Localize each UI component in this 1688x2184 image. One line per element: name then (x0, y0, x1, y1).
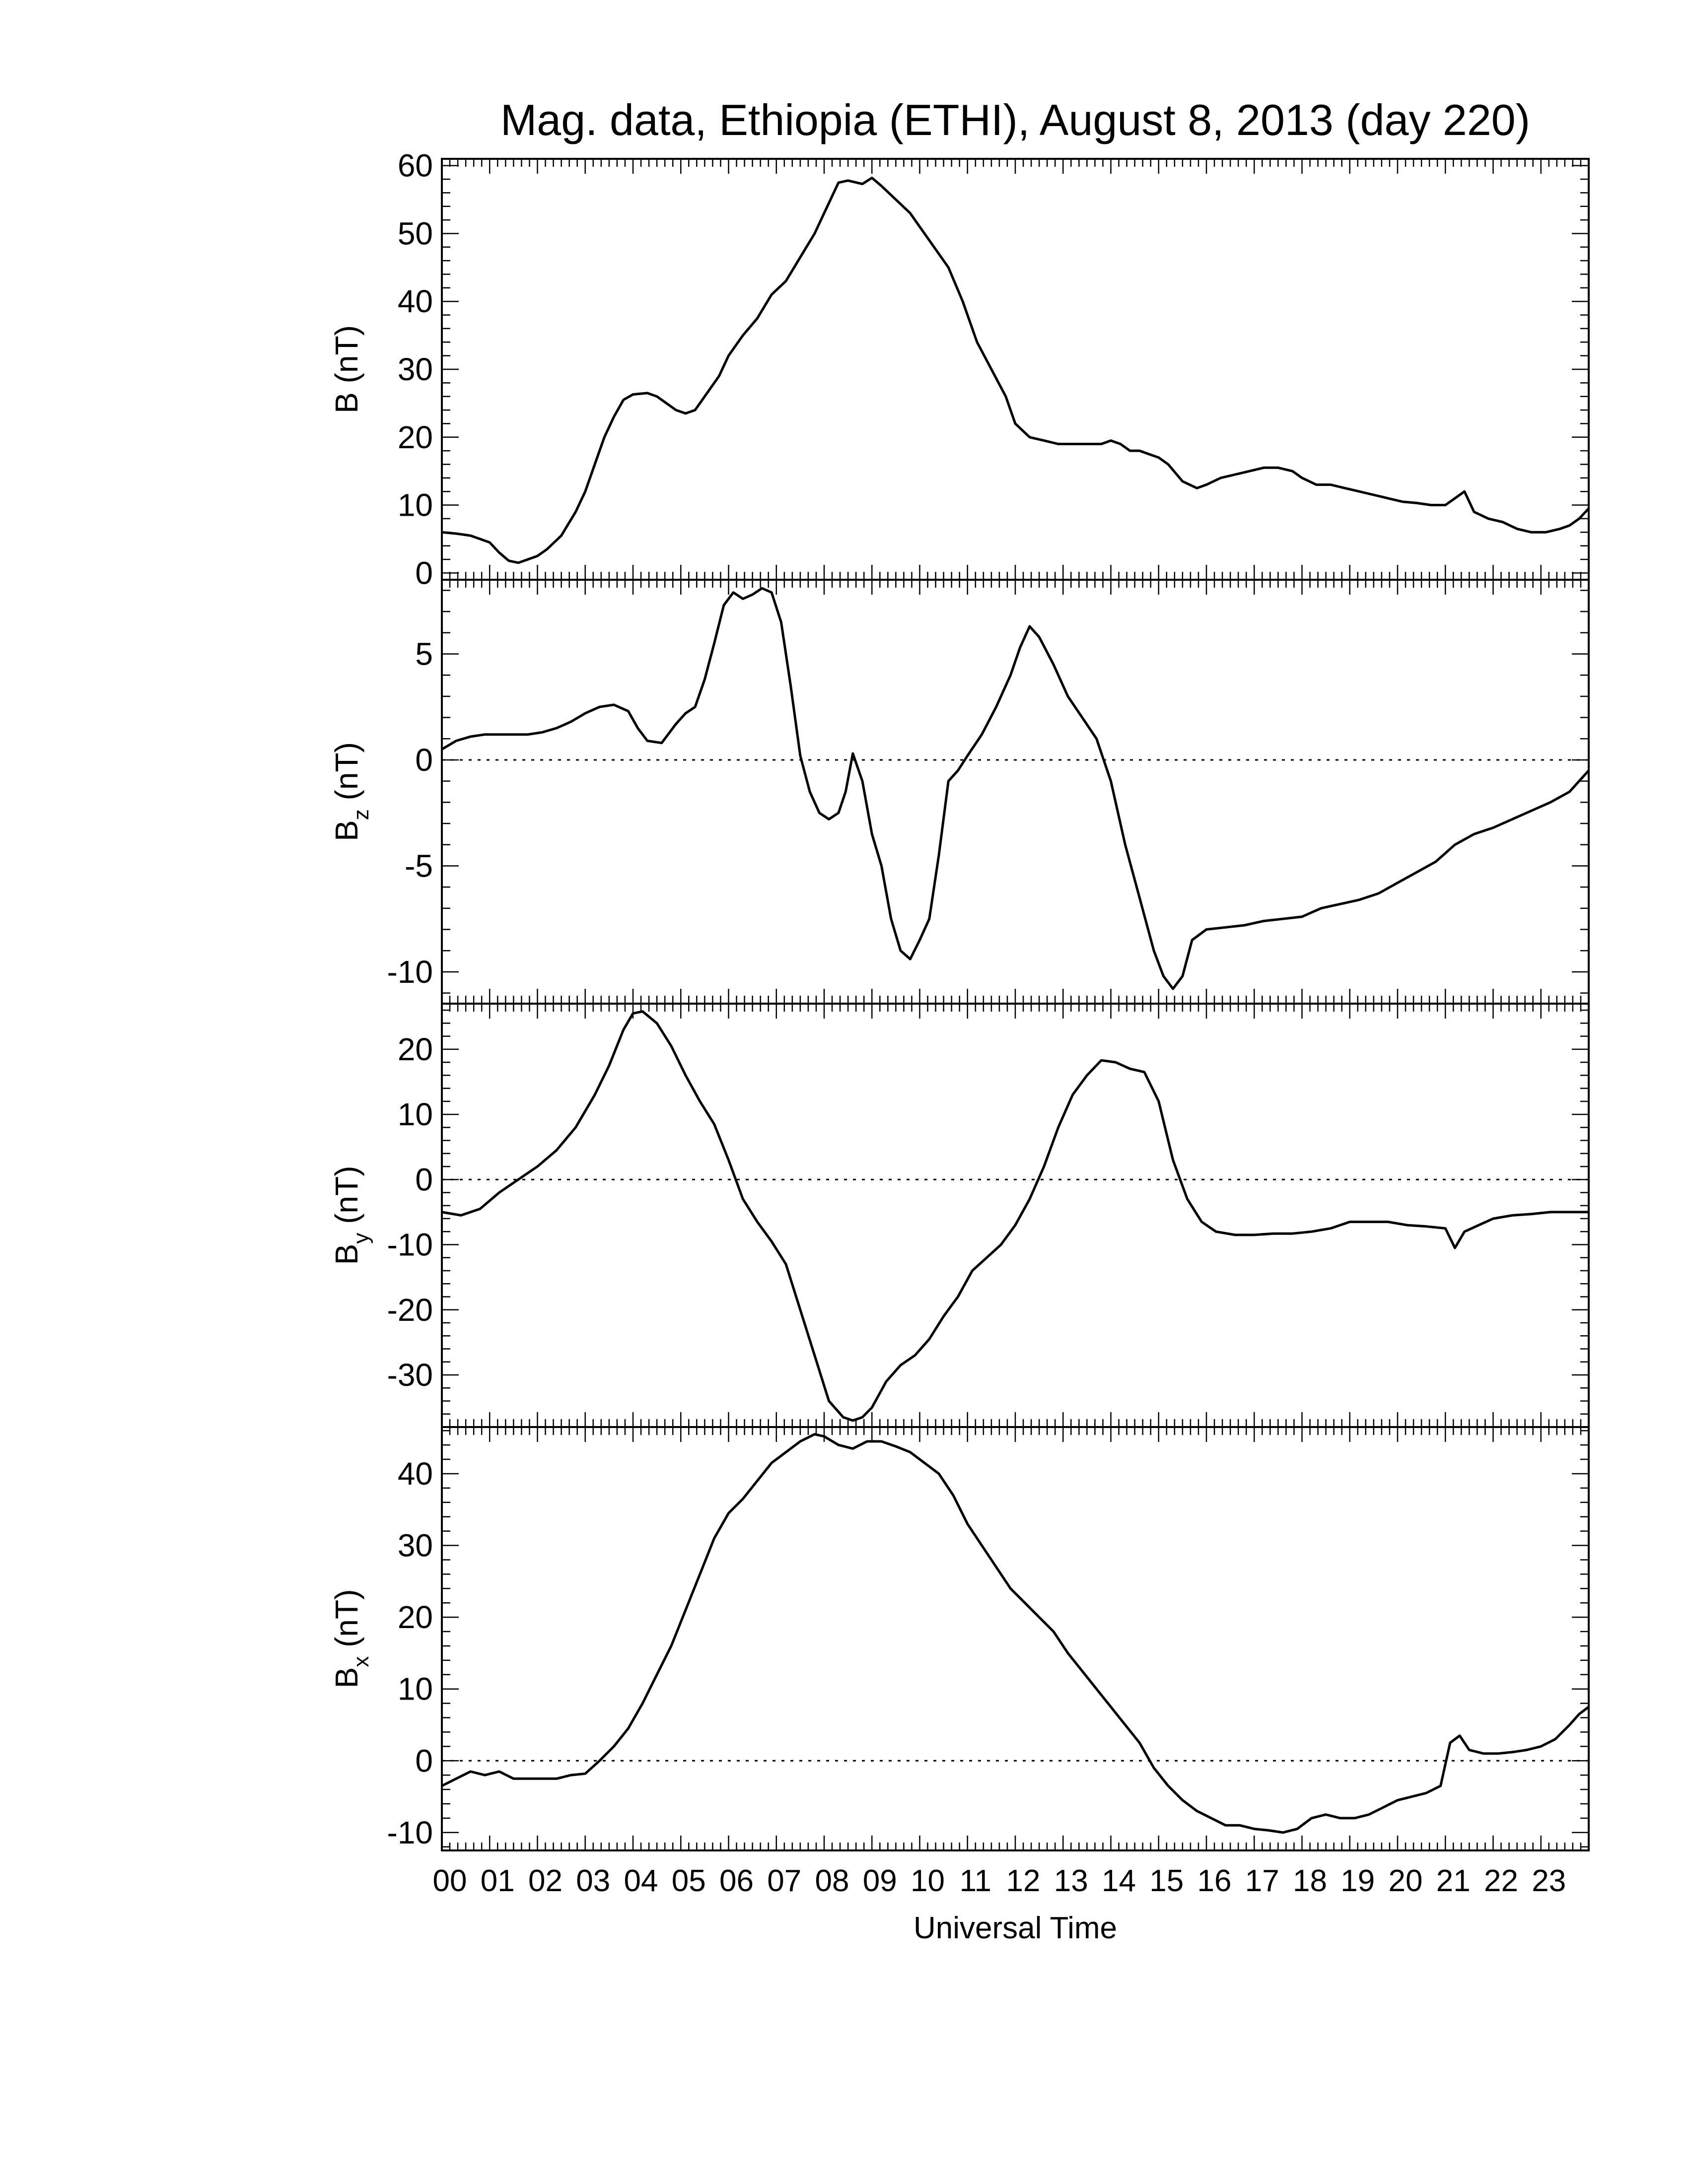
x-axis-label: Universal Time (914, 1911, 1117, 1945)
series-line-bx (441, 1433, 1590, 1834)
y-tick-label: -10 (387, 1227, 433, 1263)
x-tick-label: 12 (1006, 1864, 1041, 1898)
x-tick-label: 17 (1245, 1864, 1279, 1898)
x-tick-label: 08 (815, 1864, 849, 1898)
x-tick-label: 01 (481, 1864, 515, 1898)
panel-frame (441, 1003, 1590, 1428)
y-tick-label: -5 (405, 848, 433, 884)
y-tick-label: 20 (398, 419, 433, 455)
panel-frame (441, 1426, 1590, 1851)
y-tick-label: 10 (398, 487, 433, 523)
y-tick-label: 0 (415, 1743, 433, 1778)
y-axis-label-unit: (nT) (329, 742, 364, 809)
y-axis-label-unit: (nT) (329, 1589, 364, 1656)
y-tick-label: 0 (415, 555, 433, 591)
x-tick-label: 02 (528, 1864, 563, 1898)
y-tick-label: -30 (387, 1357, 433, 1393)
y-tick-label: 0 (415, 742, 433, 778)
x-tick-label: 03 (576, 1864, 610, 1898)
panel-bx: -10 0 10 20 30 40 Bx (nT) (329, 1426, 1590, 1851)
y-axis-label-main: B (329, 820, 364, 841)
y-axis-label: B (nT) (329, 325, 364, 413)
y-axis-label-subscript: y (349, 1233, 373, 1244)
x-tick-label: 21 (1436, 1864, 1471, 1898)
y-axis-label: By (nT) (329, 1166, 373, 1265)
y-axis-label: Bz (nT) (329, 742, 373, 841)
x-tick-label: 09 (863, 1864, 897, 1898)
x-tick-label: 18 (1293, 1864, 1327, 1898)
x-tick-label: 00 (433, 1864, 467, 1898)
y-axis-label-subscript: z (349, 809, 373, 820)
x-tick-label: 07 (767, 1864, 801, 1898)
x-tick-label: 20 (1389, 1864, 1423, 1898)
x-tick-label: 15 (1149, 1864, 1184, 1898)
panel-frame (441, 158, 1590, 581)
y-axis-label-unit: (nT) (329, 1166, 364, 1233)
y-axis-label-subscript: x (349, 1656, 373, 1667)
y-tick-label: 30 (398, 1528, 433, 1564)
y-tick-label: -10 (387, 1815, 433, 1850)
y-tick-label: 0 (415, 1161, 433, 1197)
x-tick-label: 19 (1340, 1864, 1375, 1898)
y-tick-label: -20 (387, 1292, 433, 1328)
y-tick-label: 10 (398, 1671, 433, 1707)
x-tick-label: 16 (1197, 1864, 1232, 1898)
y-axis-label: Bx (nT) (329, 1589, 373, 1689)
y-tick-label: 20 (398, 1031, 433, 1067)
x-tick-label: 06 (719, 1864, 754, 1898)
y-tick-label: -10 (387, 954, 433, 990)
x-tick-label: 11 (960, 1864, 991, 1898)
x-tick-label: 22 (1484, 1864, 1518, 1898)
panel-bz: -10 -5 0 5 Bz (nT) (329, 579, 1590, 1005)
panel-b: 0 10 20 30 40 50 60 B (nT) (329, 148, 1590, 591)
series-line-by (441, 1010, 1589, 1422)
x-tick-label: 10 (911, 1864, 945, 1898)
y-tick-label: 5 (415, 636, 433, 672)
y-axis-label-main: B (329, 1244, 364, 1265)
y-tick-label: 60 (398, 148, 433, 184)
x-tick-label: 13 (1054, 1864, 1088, 1898)
y-tick-label: 50 (398, 215, 433, 251)
y-tick-label: 40 (398, 1456, 433, 1492)
series-line-bz (441, 587, 1590, 990)
y-axis-label-main: B (329, 1667, 364, 1689)
panel-by: -30 -20 -10 0 10 20 By (nT) (329, 1003, 1590, 1428)
y-tick-label: 30 (398, 351, 433, 387)
y-tick-label: 20 (398, 1599, 433, 1635)
x-tick-label: 05 (672, 1864, 706, 1898)
chart-title: Mag. data, Ethiopia (ETHI), August 8, 20… (500, 95, 1530, 144)
panel-frame (441, 579, 1590, 1005)
x-tick-label: 04 (624, 1864, 658, 1898)
y-tick-label: 40 (398, 283, 433, 319)
series-line-b (441, 176, 1590, 564)
x-tick-label: 23 (1532, 1864, 1566, 1898)
y-axis-label-unit: (nT) (329, 325, 364, 392)
y-axis-label-main: B (329, 392, 364, 413)
x-tick-labels: 00 01 02 03 04 05 06 07 08 09 10 11 12 13 14 15 16 17 18 19… (433, 1864, 1566, 1898)
x-tick-label: 14 (1102, 1864, 1136, 1898)
y-tick-label: 10 (398, 1096, 433, 1132)
